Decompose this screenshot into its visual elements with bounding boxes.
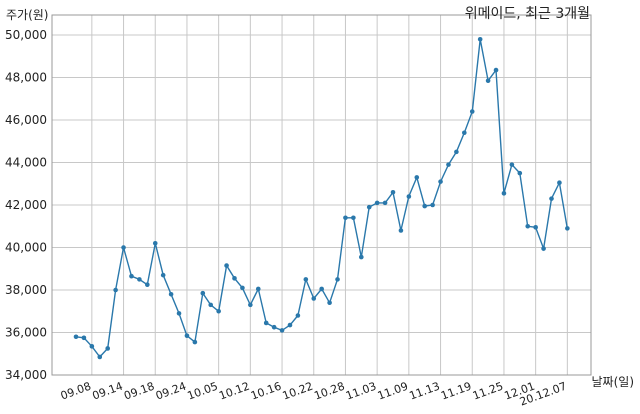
data-point (382, 200, 388, 206)
data-point (240, 285, 245, 291)
data-point (97, 354, 103, 360)
data-point (137, 277, 142, 282)
x-tick-label: 10.05 (186, 380, 220, 403)
plot-frame (51, 14, 592, 376)
data-point (200, 290, 206, 296)
data-point (168, 291, 174, 297)
x-tick-label: 09.24 (154, 380, 188, 403)
data-point (525, 223, 531, 229)
data-point (327, 300, 332, 306)
data-point (406, 194, 412, 199)
chart-title: 위메이드, 최근 3개월 (465, 6, 590, 22)
data-point (343, 215, 348, 221)
x-axis-label: 날짜(일) (592, 375, 634, 389)
y-tick-label: 48,000 (5, 71, 47, 85)
data-point (493, 67, 499, 73)
data-point (422, 203, 428, 209)
x-tick-label: 10.16 (249, 380, 283, 403)
y-tick-label: 36,000 (5, 326, 47, 340)
data-point (263, 320, 269, 326)
data-point (438, 179, 443, 184)
data-point (287, 322, 293, 328)
data-point (311, 296, 317, 301)
y-tick-label: 40,000 (5, 241, 47, 255)
data-point (121, 245, 126, 250)
y-tick-label: 50,000 (5, 28, 47, 42)
data-point (557, 180, 562, 185)
data-point (398, 228, 404, 233)
series-price (73, 36, 570, 360)
grid (52, 15, 591, 376)
data-point (303, 277, 309, 282)
data-point (485, 78, 491, 83)
data-point (359, 254, 364, 260)
data-point (430, 202, 435, 208)
data-point (509, 162, 515, 167)
data-point (184, 333, 190, 338)
data-point (216, 308, 221, 314)
x-tick-label: 11.03 (344, 380, 378, 403)
data-point (501, 191, 507, 196)
price-line (75, 39, 568, 358)
data-point (374, 200, 380, 206)
x-tick-label: 10.22 (281, 380, 315, 403)
data-point (279, 328, 285, 333)
data-point (533, 225, 538, 230)
y-tick-label: 38,000 (5, 283, 47, 297)
data-point (192, 339, 198, 345)
data-point (232, 276, 237, 281)
data-point (152, 240, 158, 246)
data-point (351, 215, 356, 221)
y-tick-label: 34,000 (5, 368, 47, 382)
data-point (89, 344, 95, 349)
y-tick-label: 46,000 (5, 113, 47, 127)
data-point (81, 335, 87, 341)
x-tick-label: 09.14 (91, 380, 125, 403)
y-axis-label: 주가(원) (6, 8, 48, 22)
x-tick-label: 11.09 (376, 380, 410, 403)
x-tick-label: 11.13 (408, 380, 442, 403)
x-tick-label: 10.12 (217, 380, 251, 403)
data-point (414, 175, 420, 180)
data-point (105, 346, 110, 351)
data-point (208, 302, 214, 308)
data-point (113, 287, 118, 293)
data-point (462, 130, 467, 136)
data-point (145, 282, 150, 287)
data-point (319, 286, 324, 292)
data-point (549, 196, 554, 201)
data-point (541, 246, 546, 251)
y-tick-label: 42,000 (5, 198, 47, 212)
x-tick-label: 10.28 (312, 380, 346, 403)
data-point (469, 109, 475, 114)
data-point (477, 36, 483, 42)
x-axis-ticks: 09.0809.1409.1809.2410.0510.1210.1610.22… (59, 380, 569, 409)
data-point (454, 149, 459, 155)
data-point (271, 324, 277, 330)
data-point (160, 272, 166, 278)
x-tick-label: 11.25 (471, 380, 505, 403)
data-point (224, 263, 229, 268)
y-axis-ticks: 34,000 36,000 38,000 40,000 42,000 44,000 46,0… (5, 28, 47, 382)
y-tick-label: 44,000 (5, 156, 47, 170)
data-point (390, 189, 396, 195)
data-point (73, 334, 79, 340)
data-point (446, 162, 451, 167)
data-point (295, 313, 301, 318)
data-point (255, 286, 261, 292)
x-tick-label: 09.08 (59, 380, 93, 403)
x-tick-label: 09.18 (122, 380, 156, 403)
data-point (565, 226, 570, 231)
data-point (129, 273, 134, 279)
data-point (366, 204, 372, 210)
x-tick-label: 11.19 (439, 380, 473, 403)
data-point (517, 170, 523, 176)
data-point (248, 302, 253, 308)
data-point (335, 277, 340, 282)
data-point (176, 311, 182, 316)
